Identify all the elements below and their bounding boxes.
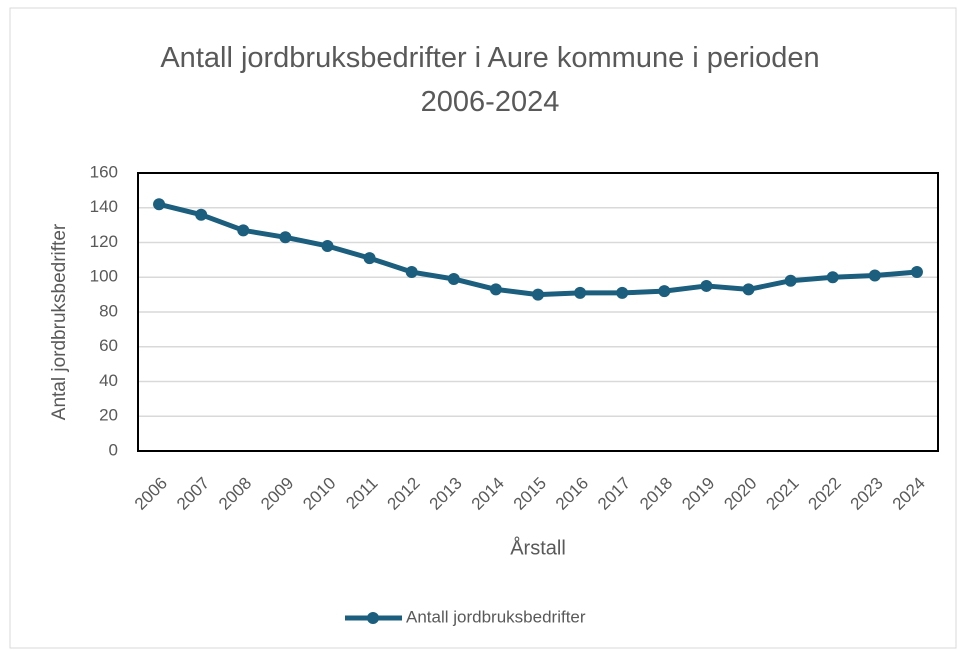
x-tick-label: 2018 [636, 474, 676, 514]
legend-label: Antall jordbruksbedrifter [406, 607, 586, 626]
chart-frame [9, 7, 957, 649]
data-point [237, 224, 250, 237]
data-point [910, 266, 923, 279]
data-point [489, 283, 502, 296]
y-tick-label: 100 [90, 267, 118, 286]
x-tick-label: 2021 [762, 474, 802, 514]
x-tick-label: 2010 [299, 474, 339, 514]
x-tick-label: 2009 [257, 474, 297, 514]
x-tick-label: 2011 [342, 474, 381, 513]
x-tick-label: 2014 [468, 474, 508, 514]
data-point [279, 231, 292, 244]
y-tick-label: 20 [99, 406, 118, 425]
y-tick-label: 60 [99, 336, 118, 355]
x-tick-label: 2017 [594, 474, 634, 514]
data-point [195, 208, 208, 221]
x-tick-label: 2012 [384, 474, 424, 514]
y-axis-label: Antal jordbruksbedrifter [49, 223, 70, 420]
chart-title: Antall jordbruksbedrifter i Aure kommune… [160, 42, 820, 118]
data-point [153, 198, 166, 211]
data-point [868, 269, 881, 282]
y-tick-label: 140 [90, 197, 118, 216]
data-point [574, 286, 587, 299]
data-point [742, 283, 755, 296]
data-point [826, 271, 839, 284]
y-tick-label: 160 [90, 162, 118, 181]
data-point [321, 239, 334, 252]
data-point [532, 288, 544, 301]
x-tick-label: 2006 [131, 474, 171, 514]
y-tick-label: 80 [99, 301, 118, 320]
data-point [616, 286, 629, 299]
x-axis-label: Årstall [510, 536, 566, 559]
x-tick-label: 2024 [889, 474, 929, 514]
data-point [363, 252, 376, 265]
x-tick-label: 2019 [678, 474, 718, 514]
legend-marker [367, 612, 379, 624]
data-point [658, 285, 671, 298]
series-line [158, 201, 918, 298]
x-tick-label: 2016 [552, 474, 592, 514]
x-tick-label: 2008 [215, 474, 255, 514]
x-tick-label: 2020 [720, 474, 760, 514]
y-tick-label: 120 [90, 232, 118, 251]
x-tick-label: 2007 [173, 474, 213, 514]
x-tick-label: 2015 [510, 474, 550, 514]
plot-border [137, 172, 939, 452]
data-point [784, 274, 797, 287]
x-tick-label: 2022 [805, 474, 845, 514]
x-tick-label: 2013 [426, 474, 466, 514]
x-tick-label: 2023 [847, 474, 887, 514]
data-point [447, 272, 460, 285]
data-point [700, 279, 713, 292]
data-point [405, 266, 418, 279]
y-tick-label: 40 [99, 371, 118, 390]
y-tick-label: 0 [109, 440, 118, 459]
